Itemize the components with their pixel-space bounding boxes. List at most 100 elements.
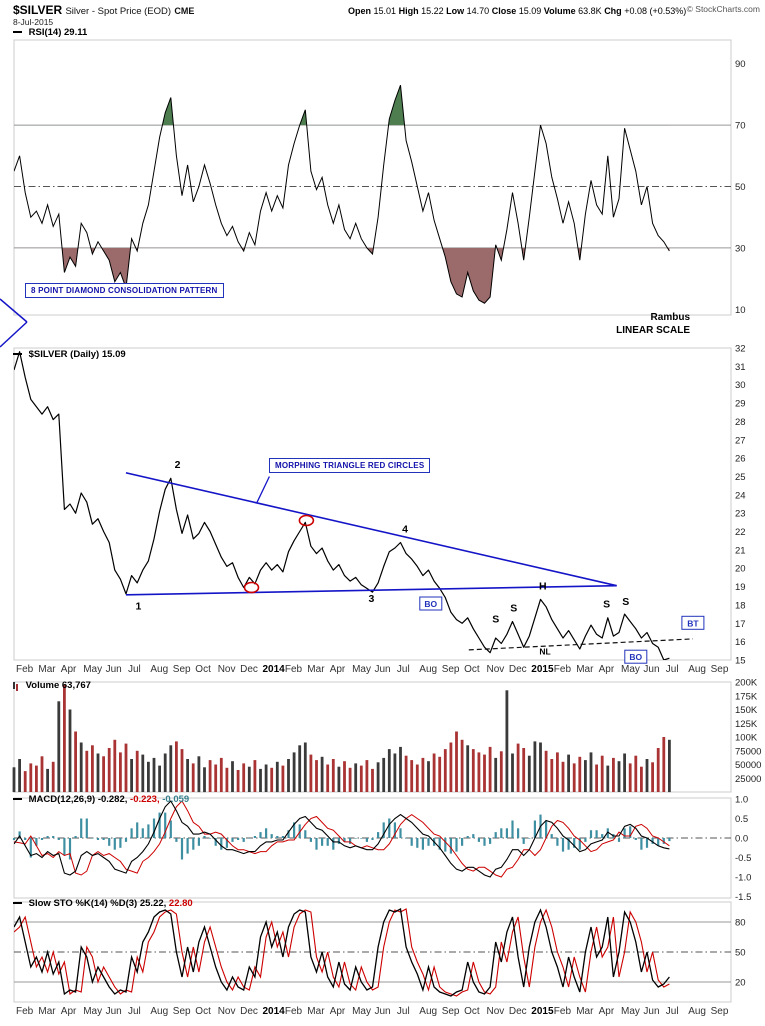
sto-ytick-label: 20: [735, 978, 746, 989]
annotation-line: [125, 472, 617, 587]
high-value: 15.22: [421, 6, 444, 16]
high-label: High: [398, 6, 419, 16]
volume-bar: [617, 761, 621, 792]
vol-ytick-label: 125K: [735, 719, 758, 730]
month-label: Aug: [419, 664, 437, 675]
macd-hist-bar: [248, 838, 251, 839]
volume-bar: [427, 761, 430, 792]
rsi-ytick-label: 10: [735, 305, 746, 316]
macd-hist-bar: [651, 838, 654, 844]
month-label: Aug: [150, 664, 168, 675]
month-label: Jun: [375, 1006, 391, 1017]
macd-hist-bar: [393, 822, 396, 838]
volume-bar: [303, 742, 307, 792]
signal-box-label: BO: [629, 652, 642, 662]
volume-bar: [449, 742, 453, 792]
macd-hist-bar: [124, 838, 128, 842]
volume-bar: [298, 745, 302, 793]
macd-hist-bar: [315, 838, 318, 850]
month-label: Sep: [173, 1006, 191, 1017]
month-label: Aug: [688, 664, 706, 675]
macd-hist-bar: [68, 838, 72, 860]
rsi-ytick-label: 30: [735, 243, 746, 254]
macd-hist-bar: [405, 838, 408, 839]
volume-bar: [12, 767, 16, 793]
volume-bar: [628, 763, 632, 792]
macd-hist-bar: [606, 828, 609, 839]
volume-bar: [606, 765, 610, 792]
macd-hist-bar: [410, 838, 413, 846]
month-label: 2015: [531, 664, 554, 675]
macd-hist-bar: [629, 826, 632, 838]
low-label: Low: [446, 6, 465, 16]
chg-label: Chg: [604, 6, 622, 16]
price-ytick-label: 17: [735, 619, 746, 630]
macd-signal-line: [14, 800, 670, 878]
month-label: Oct: [464, 1006, 480, 1017]
red-circle-marker: [243, 581, 260, 594]
month-label: Jul: [397, 664, 410, 675]
volume-bar: [382, 757, 386, 792]
macd-ytick-label: 0.0: [735, 834, 748, 845]
price-ytick-label: 32: [735, 344, 746, 355]
open-value: 15.01: [373, 6, 397, 16]
macd-ytick-label: -1.0: [735, 873, 751, 884]
volume-bar: [354, 763, 358, 792]
macd-hist-bar: [567, 838, 570, 850]
rsi-ytick-label: 90: [735, 59, 746, 70]
month-label: Nov: [218, 664, 236, 675]
month-label: May: [352, 1006, 371, 1017]
legend-line-icon: [13, 798, 22, 801]
volume-bar: [292, 752, 296, 792]
volume-bar: [634, 755, 638, 792]
month-label: Nov: [487, 1006, 505, 1017]
month-label: Mar: [307, 664, 325, 675]
macd-hist-bar: [561, 838, 565, 852]
month-label: Nov: [218, 1006, 236, 1017]
month-label: Oct: [195, 664, 211, 675]
volume-bar: [74, 731, 77, 792]
point-label: S: [510, 602, 517, 614]
diamond-pattern-annotation: 8 POINT DIAMOND CONSOLIDATION PATTERN: [25, 283, 224, 298]
volume-bar: [320, 756, 324, 792]
month-label: Feb: [285, 664, 303, 675]
volume-bar: [113, 739, 117, 793]
point-label: S: [622, 596, 629, 608]
month-label: Mar: [576, 664, 594, 675]
price-ytick-label: 15: [735, 656, 746, 667]
volume-bar: [527, 755, 531, 792]
macd-hist-bar: [388, 818, 391, 838]
macd-hist-bar: [130, 828, 133, 839]
macd-hist-bar: [365, 838, 368, 842]
macd-line: [14, 800, 670, 878]
vol-ytick-label: 75000: [735, 746, 761, 757]
point-label: 4: [402, 523, 408, 535]
macd-hist-bar: [259, 832, 262, 838]
vol-ytick-label: 50000: [735, 760, 761, 771]
macd-hist-bar: [175, 838, 178, 842]
macd-hist-bar: [645, 838, 649, 848]
morphing-triangle-annotation: MORPHING TRIANGLE RED CIRCLES: [269, 458, 431, 473]
volume-bar: [169, 745, 173, 793]
point-label: H: [539, 580, 547, 592]
volume-bar: [180, 749, 184, 792]
volume-bar: [85, 750, 89, 793]
price-ytick-label: 21: [735, 545, 746, 556]
month-label: May: [83, 1006, 102, 1017]
macd-hist-bar: [169, 820, 172, 838]
volume-bar: [539, 742, 542, 792]
month-label: Jun: [643, 1006, 659, 1017]
volume-bar: [651, 762, 654, 792]
sto-k-line: [14, 907, 670, 997]
month-label: Jun: [106, 664, 122, 675]
macd-hist-bar: [494, 832, 497, 838]
month-label: Feb: [16, 1006, 34, 1017]
neckline-label: NL: [539, 647, 550, 657]
macd-hist-bar: [522, 838, 525, 844]
month-label: Apr: [61, 1006, 77, 1017]
month-label: Mar: [38, 664, 56, 675]
macd-hist-bar: [595, 830, 598, 838]
volume-bar: [348, 767, 352, 792]
macd-hist-bar: [489, 838, 492, 844]
month-label: Nov: [487, 664, 505, 675]
